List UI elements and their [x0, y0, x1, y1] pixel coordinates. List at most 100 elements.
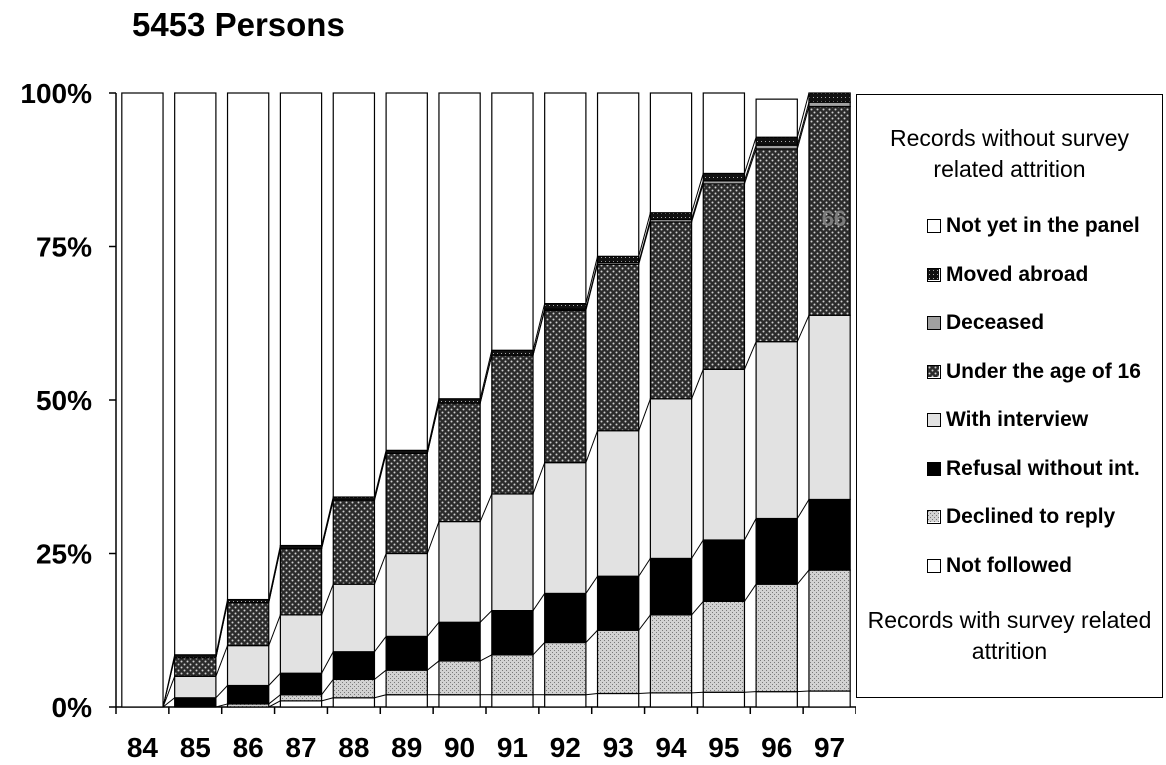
bar-segment	[702, 183, 746, 370]
series-connector	[691, 173, 704, 213]
bar-segment	[702, 172, 746, 182]
x-tick-label: 84	[127, 732, 159, 763]
series-connector	[215, 685, 228, 699]
series-connector	[796, 102, 810, 146]
bar-segment	[544, 462, 587, 595]
bar-segment	[596, 692, 640, 708]
legend-label: Deceased	[946, 311, 1045, 334]
bar-segment	[649, 398, 693, 560]
bar-segment	[226, 684, 270, 705]
bar-segment	[596, 263, 640, 432]
x-tick-label: 86	[233, 732, 264, 763]
legend-swatch	[927, 364, 941, 379]
legend-heading-bottom: Records with survey related attrition	[867, 607, 1152, 664]
bar-segment	[491, 349, 534, 356]
bar-segment	[279, 614, 323, 674]
series-connector	[268, 614, 281, 646]
series-connector	[321, 651, 334, 674]
series-connector	[743, 137, 757, 174]
bar-segment	[755, 148, 798, 343]
series-connector	[426, 621, 440, 637]
legend-swatch	[927, 267, 941, 282]
bar-segment	[808, 314, 851, 501]
series-connector	[691, 183, 704, 223]
series-connector	[532, 642, 546, 656]
bar-segment	[544, 303, 587, 310]
bar-annotation: 66	[822, 206, 846, 231]
series-connector	[532, 303, 546, 351]
series-connector	[321, 584, 334, 616]
series-connector	[374, 636, 387, 653]
series-connector	[426, 398, 440, 451]
bar-segment	[808, 92, 851, 103]
legend-label: Refusal without int.	[946, 456, 1140, 480]
x-tick-label: 97	[814, 732, 845, 763]
series-connector	[638, 212, 651, 257]
bar-segment	[174, 675, 217, 699]
bar-segment	[649, 221, 693, 400]
bar-segment	[438, 660, 481, 696]
series-connector	[215, 703, 228, 708]
bar-segment	[596, 92, 640, 257]
bar-segment	[596, 575, 640, 631]
x-tick-label: 95	[708, 732, 739, 763]
x-tick-label: 88	[338, 732, 369, 763]
chart-title: 5453 Persons	[132, 6, 345, 43]
bar-segment	[755, 341, 798, 520]
series-connector	[479, 355, 493, 404]
series-connector	[585, 256, 599, 304]
bar-segment	[385, 552, 428, 637]
series-connector	[796, 315, 810, 342]
bar-segment	[491, 654, 534, 696]
x-tick-label: 94	[655, 732, 687, 763]
series-connector	[743, 148, 757, 185]
bar-segment	[174, 697, 217, 708]
bar-segment	[649, 614, 693, 694]
series-connector	[585, 262, 599, 310]
bar-segment	[279, 700, 323, 708]
bar-segment	[649, 92, 693, 214]
bar-segment	[755, 517, 798, 585]
series-connector	[796, 499, 810, 519]
legend-item: With interview	[927, 407, 1088, 433]
series-connector	[532, 593, 546, 611]
series-connector	[691, 691, 704, 694]
series-connector	[532, 462, 546, 495]
bar-segment	[332, 678, 376, 699]
x-tick-label: 89	[391, 732, 422, 763]
bar-segment	[385, 669, 428, 696]
series-connector	[585, 430, 598, 463]
legend-label: With interview	[946, 408, 1089, 431]
bar-segment	[755, 691, 798, 708]
bar-segment	[808, 101, 851, 108]
bar-segment	[544, 641, 587, 696]
bar-segment	[649, 692, 693, 708]
bar-segment	[438, 520, 481, 623]
series-connector	[321, 697, 334, 702]
series-connector	[321, 679, 334, 696]
bar-segment	[649, 212, 693, 221]
y-tick-label: 25%	[36, 539, 92, 570]
bar-segment	[279, 547, 323, 616]
series-connector	[215, 645, 228, 677]
bar-segment	[596, 255, 640, 264]
bar-segment	[174, 657, 217, 677]
legend-item: Moved abroad	[927, 262, 1088, 288]
series-connector	[585, 692, 598, 696]
bar-segment	[226, 92, 270, 601]
series-connector	[744, 518, 757, 541]
series-connector	[796, 92, 810, 138]
bar-segment	[438, 398, 481, 404]
bar-segment	[808, 498, 851, 571]
bar-segment	[596, 629, 640, 695]
series-connector	[638, 221, 651, 265]
bar-segment	[702, 691, 746, 708]
bar-segment	[491, 610, 534, 656]
bar-segment	[385, 694, 428, 708]
bar-segment	[491, 354, 534, 495]
x-tick-label: 91	[497, 732, 528, 763]
series-connector	[796, 569, 810, 585]
legend-swatch	[927, 316, 941, 330]
bar-segment	[808, 690, 851, 708]
series-connector	[268, 694, 281, 705]
